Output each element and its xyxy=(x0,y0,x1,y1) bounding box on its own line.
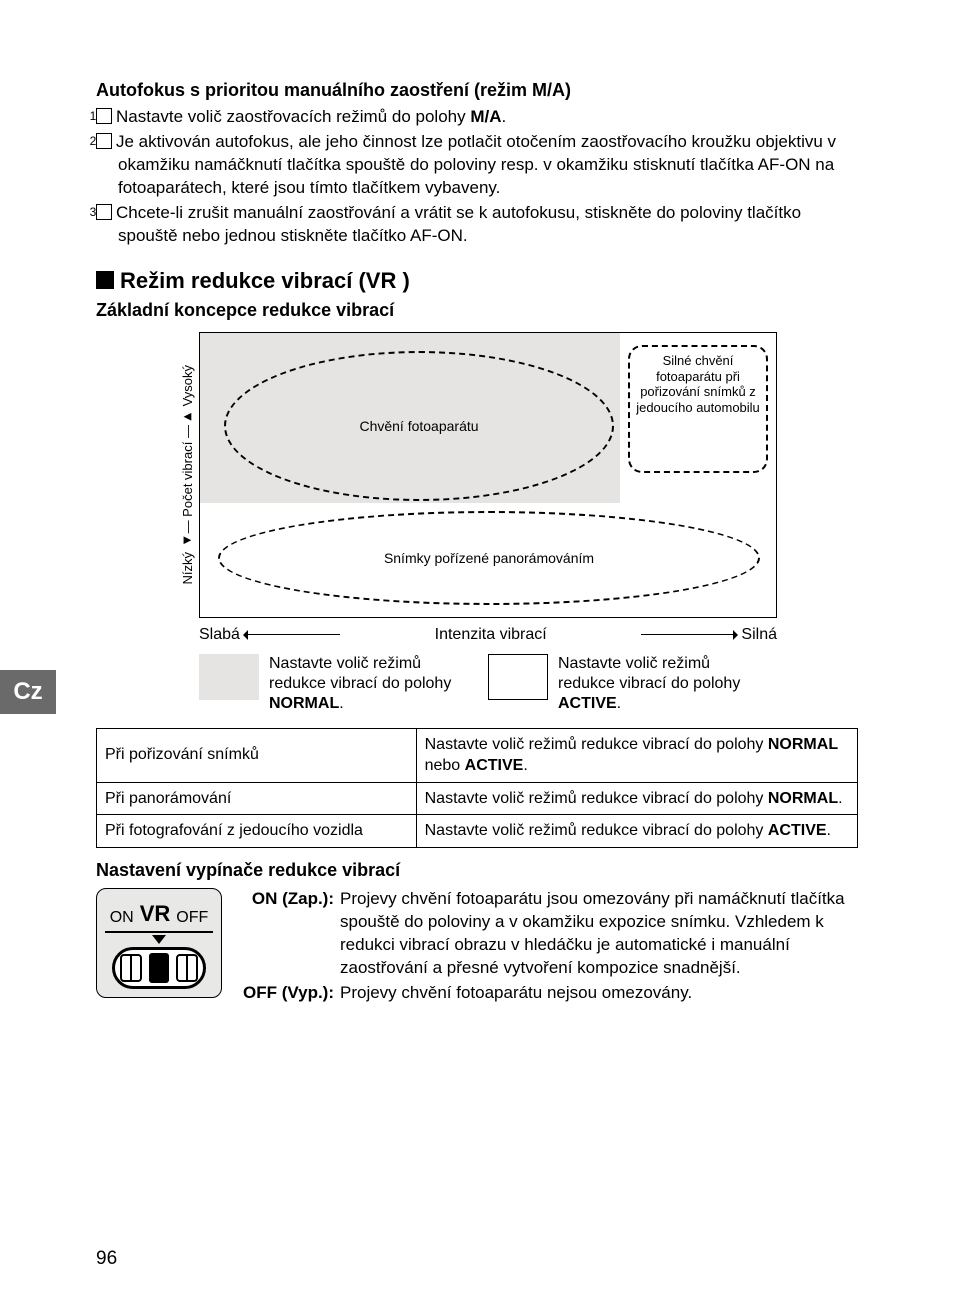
def-off-label: OFF (Vyp.): xyxy=(236,982,340,1005)
table-row: Při panorámování Nastavte volič režimů r… xyxy=(97,782,858,815)
page-content: Autofokus s prioritou manuálního zaostře… xyxy=(0,0,954,1007)
table-row: Při pořizování snímků Nastavte volič rež… xyxy=(97,728,858,782)
step-num-3: 3 xyxy=(96,204,112,220)
x-axis: Slabá Intenzita vibrací Silná xyxy=(177,624,777,646)
vr-modes-table: Při pořizování snímků Nastavte volič rež… xyxy=(96,728,858,848)
af-step-3: 3Chcete-li zrušit manuální zaostřování a… xyxy=(96,202,858,248)
def-on-text: Projevy chvění fotoaparátu jsou omezován… xyxy=(340,888,858,980)
step-num-1: 1 xyxy=(96,108,112,124)
x-strong-label: Silná xyxy=(741,624,777,646)
step-num-2: 2 xyxy=(96,133,112,149)
vr-label: VR xyxy=(140,899,171,929)
swatch-white-icon xyxy=(488,654,548,700)
cell-setting: Nastavte volič režimů redukce vibrací do… xyxy=(416,815,857,848)
arrow-right-icon xyxy=(641,634,733,635)
vr-diagram: Nízký ◄— Počet vibrací —► Vysoký Chvění … xyxy=(177,332,777,714)
camera-shake-label: Chvění fotoaparátu xyxy=(359,418,478,435)
panning-label: Snímky pořízené panorámováním xyxy=(384,550,594,567)
def-off: OFF (Vyp.): Projevy chvění fotoaparátu n… xyxy=(236,982,858,1005)
vr-switch-row: ON VR OFF ON (Zap.): Projevy chvění foto… xyxy=(96,888,858,1007)
switch-heading: Nastavení vypínače redukce vibrací xyxy=(96,858,858,882)
ellipse-panning: Snímky pořízené panorámováním xyxy=(218,511,760,605)
cell-situation: Při panorámování xyxy=(97,782,417,815)
y-high-label: Nízký ◄— Počet vibrací —► Vysoký xyxy=(179,365,197,585)
off-label: OFF xyxy=(176,907,208,929)
swatch-gray-icon xyxy=(199,654,259,700)
rect-car-shake: Silné chvění fotoaparátu při pořizování … xyxy=(628,345,768,473)
def-on-label: ON (Zap.): xyxy=(236,888,340,980)
on-label: ON xyxy=(110,907,134,929)
af-step-2: 2Je aktivován autofokus, ale jeho činnos… xyxy=(96,131,858,200)
vr-section-heading: Režim redukce vibrací (VR ) xyxy=(96,266,858,296)
square-bullet-icon xyxy=(96,271,114,289)
diagram-captions: Nastavte volič režimů redukce vibrací do… xyxy=(177,654,777,714)
y-axis: Nízký ◄— Počet vibrací —► Vysoký xyxy=(177,332,199,618)
language-tab: Cz xyxy=(0,670,56,714)
x-weak-label: Slabá xyxy=(199,624,240,646)
switch-definitions: ON (Zap.): Projevy chvění fotoaparátu js… xyxy=(236,888,858,1007)
def-on: ON (Zap.): Projevy chvění fotoaparátu js… xyxy=(236,888,858,980)
vr-switch-icon: ON VR OFF xyxy=(96,888,222,998)
cell-setting: Nastavte volič režimů redukce vibrací do… xyxy=(416,782,857,815)
def-off-text: Projevy chvění fotoaparátu nejsou omezov… xyxy=(340,982,858,1005)
caption-active: Nastavte volič režimů redukce vibrací do… xyxy=(558,654,777,714)
vr-subheading: Základní koncepce redukce vibrací xyxy=(96,298,858,322)
af-step-1: 1Nastavte volič zaostřovacích režimů do … xyxy=(96,106,858,129)
switch-graphic-icon xyxy=(112,947,206,989)
arrow-left-icon xyxy=(248,634,340,635)
x-axis-label: Intenzita vibrací xyxy=(348,624,634,646)
cell-situation: Při pořizování snímků xyxy=(97,728,417,782)
ellipse-camera-shake: Chvění fotoaparátu xyxy=(224,351,614,501)
plot-area: Chvění fotoaparátu Silné chvění fotoapar… xyxy=(199,332,777,618)
table-row: Při fotografování z jedoucího vozidla Na… xyxy=(97,815,858,848)
cell-setting: Nastavte volič režimů redukce vibrací do… xyxy=(416,728,857,782)
page-number: 96 xyxy=(96,1246,117,1272)
af-heading: Autofokus s prioritou manuálního zaostře… xyxy=(96,78,858,102)
triangle-down-icon xyxy=(152,935,166,944)
caption-normal: Nastavte volič režimů redukce vibrací do… xyxy=(269,654,488,714)
cell-situation: Při fotografování z jedoucího vozidla xyxy=(97,815,417,848)
